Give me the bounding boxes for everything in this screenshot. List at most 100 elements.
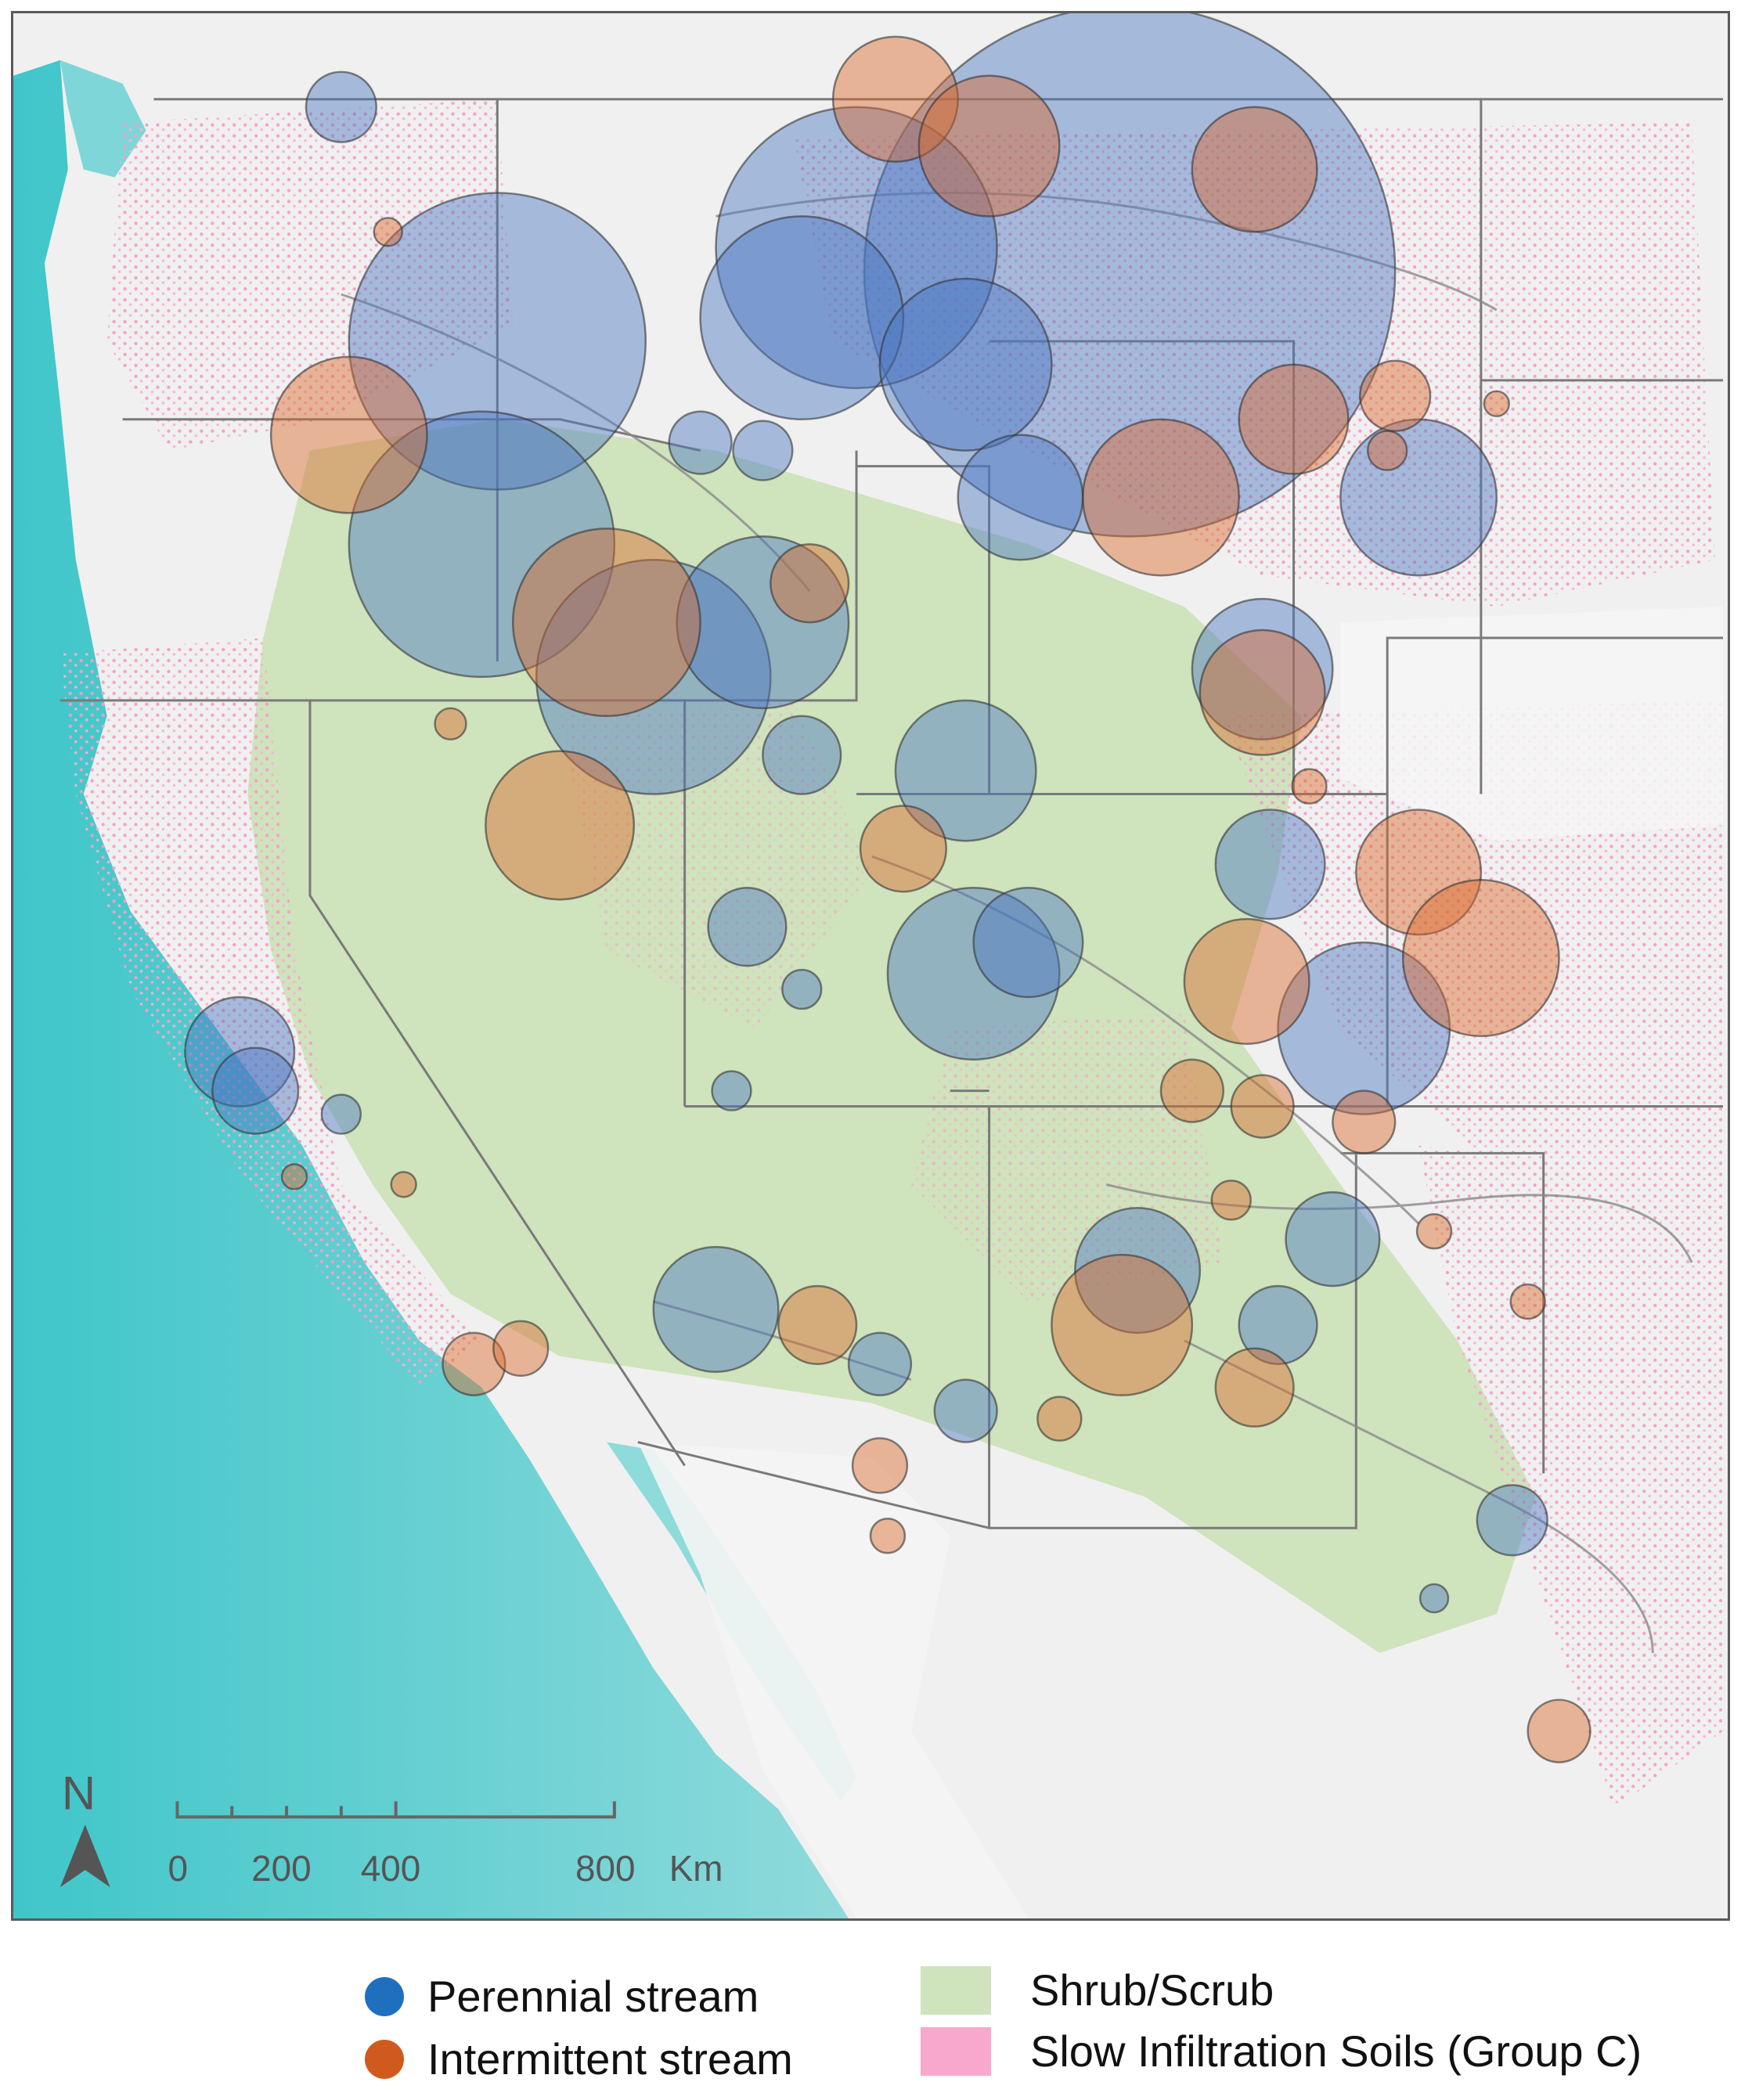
site-marker	[1285, 1191, 1381, 1288]
site-marker	[1082, 418, 1240, 577]
site-marker	[847, 1331, 913, 1396]
site-marker	[652, 1245, 780, 1373]
site-marker	[859, 805, 947, 893]
intermittent-dot-icon	[365, 2039, 404, 2079]
rivers	[341, 191, 1693, 1653]
site-marker	[869, 1518, 907, 1554]
site-marker	[1214, 1347, 1295, 1428]
site-marker	[211, 1046, 300, 1135]
site-marker	[390, 1171, 417, 1198]
site-marker	[676, 535, 850, 710]
map-canvas: 0 200 400 800 Km N	[13, 13, 1728, 1918]
site-marker	[863, 13, 1397, 538]
stream-sites	[184, 13, 1591, 1763]
site-marker	[1191, 106, 1318, 233]
site-marker	[1230, 1074, 1295, 1139]
site-marker	[707, 886, 788, 967]
site-marker	[269, 355, 428, 514]
site-marker	[1191, 597, 1334, 740]
site-marker	[485, 750, 636, 901]
site-marker	[1074, 1206, 1202, 1335]
site-marker	[917, 74, 1061, 218]
site-marker	[1527, 1698, 1591, 1763]
site-marker	[711, 1070, 752, 1111]
site-marker	[1159, 1058, 1225, 1123]
site-marker	[762, 715, 842, 795]
shrub-swatch-icon	[921, 1965, 991, 2015]
site-marker	[699, 215, 905, 420]
site-marker	[878, 277, 1053, 452]
legend: Perennial stream Intermittent stream Shr…	[0, 1933, 1741, 2100]
legend-perennial-label: Perennial stream	[427, 1972, 759, 2021]
site-marker	[1210, 1180, 1252, 1221]
map-frame: 0 200 400 800 Km N	[11, 11, 1730, 1921]
legend-intermittent-label: Intermittent stream	[427, 2034, 793, 2084]
scale-tick-0: 0	[168, 1848, 188, 1889]
site-marker	[1332, 1090, 1397, 1154]
intermittent-sites	[269, 35, 1591, 1763]
site-marker	[1036, 1396, 1083, 1442]
legend-soils-label: Slow Infiltration Soils (Group C)	[1030, 2026, 1642, 2076]
state-borders	[59, 98, 1724, 1529]
site-marker	[1415, 1212, 1453, 1250]
site-marker	[305, 70, 377, 143]
site-marker	[434, 707, 467, 740]
legend-perennial: Perennial stream	[365, 1971, 759, 2022]
site-marker	[851, 1437, 909, 1494]
site-marker	[957, 434, 1084, 561]
north-arrow-icon	[59, 1824, 110, 1888]
site-marker	[1509, 1283, 1546, 1320]
site-marker	[886, 886, 1061, 1061]
scale-tick-800: 800	[575, 1848, 636, 1889]
site-marker	[1483, 390, 1511, 417]
site-marker	[972, 886, 1084, 999]
site-marker	[933, 1378, 998, 1443]
site-marker	[1183, 917, 1310, 1046]
site-marker	[320, 1093, 362, 1135]
site-marker	[1199, 629, 1326, 756]
site-marker	[373, 217, 403, 247]
site-marker	[535, 559, 772, 795]
legend-intermittent: Intermittent stream	[365, 2033, 793, 2084]
site-marker	[777, 1284, 858, 1365]
legend-soils: Slow Infiltration Soils (Group C)	[921, 2026, 1642, 2077]
site-marker	[668, 410, 733, 475]
site-marker	[348, 192, 647, 491]
site-marker	[1401, 879, 1560, 1038]
site-marker	[280, 1163, 308, 1190]
site-marker	[512, 528, 701, 718]
perennial-sites	[184, 13, 1548, 1614]
site-marker	[1339, 418, 1498, 577]
site-marker	[492, 1320, 550, 1377]
plains-blank	[1340, 607, 1724, 841]
scale-bar	[175, 1801, 616, 1819]
pacific-ocean	[13, 59, 849, 1918]
site-marker	[1051, 1253, 1194, 1396]
site-marker	[1238, 1284, 1318, 1365]
site-marker	[442, 1331, 506, 1396]
soils-swatch-icon	[921, 2026, 991, 2076]
site-marker	[1355, 809, 1483, 936]
site-marker	[770, 543, 850, 624]
site-marker	[1359, 359, 1432, 432]
perennial-dot-icon	[365, 1976, 404, 2016]
scale-unit: Km	[669, 1848, 723, 1889]
site-marker	[1418, 1583, 1450, 1614]
site-marker	[1238, 363, 1350, 475]
site-marker	[1476, 1484, 1548, 1557]
legend-shrub-label: Shrub/Scrub	[1030, 1965, 1274, 2015]
site-marker	[894, 699, 1037, 842]
north-label: N	[62, 1767, 96, 1819]
legend-shrub: Shrub/Scrub	[921, 1965, 1274, 2015]
site-marker	[184, 996, 296, 1108]
mexico-blank	[637, 1442, 1029, 1918]
site-marker	[831, 35, 959, 163]
slow-infiltration-soils	[59, 99, 1724, 1810]
scale-tick-400: 400	[361, 1848, 421, 1889]
site-marker	[1367, 430, 1408, 471]
site-marker	[781, 968, 823, 1010]
site-marker	[1214, 809, 1326, 920]
scale-tick-200: 200	[251, 1848, 312, 1889]
site-marker	[1291, 768, 1328, 805]
site-marker	[732, 420, 794, 481]
